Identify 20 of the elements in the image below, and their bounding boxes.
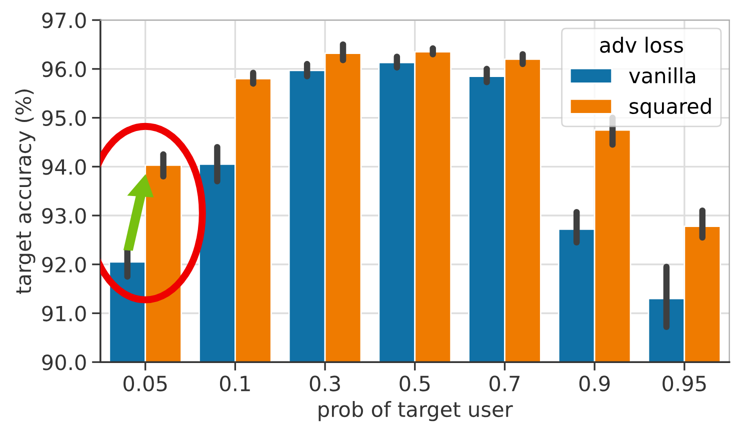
y-axis-title: target accuracy (%) [15,90,36,294]
x-tick-label: 0.05 [124,376,167,392]
legend-title: adv loss [600,36,683,53]
y-tick-label: 96.0 [42,61,86,78]
y-tick-label: 94.0 [42,159,86,175]
x-axis-title: prob of target user [318,401,513,422]
y-tick-label: 93.0 [42,208,86,224]
y-tick-label: 91.0 [42,306,86,322]
x-tick-label: 0.7 [490,376,520,392]
x-tick-label: 0.95 [662,376,706,392]
x-tick-label: 0.1 [220,376,250,392]
legend-label: vanilla [629,67,696,84]
y-tick-label: 95.0 [42,110,86,126]
y-tick-label: 90.0 [42,354,86,370]
x-tick-label: 0.9 [579,376,610,392]
y-tick-label: 92.0 [42,256,86,273]
x-tick-label: 0.5 [400,376,430,392]
legend-label: squared [630,98,711,118]
x-tick-label: 0.3 [310,376,340,392]
y-tick-label: 97.0 [42,12,86,28]
